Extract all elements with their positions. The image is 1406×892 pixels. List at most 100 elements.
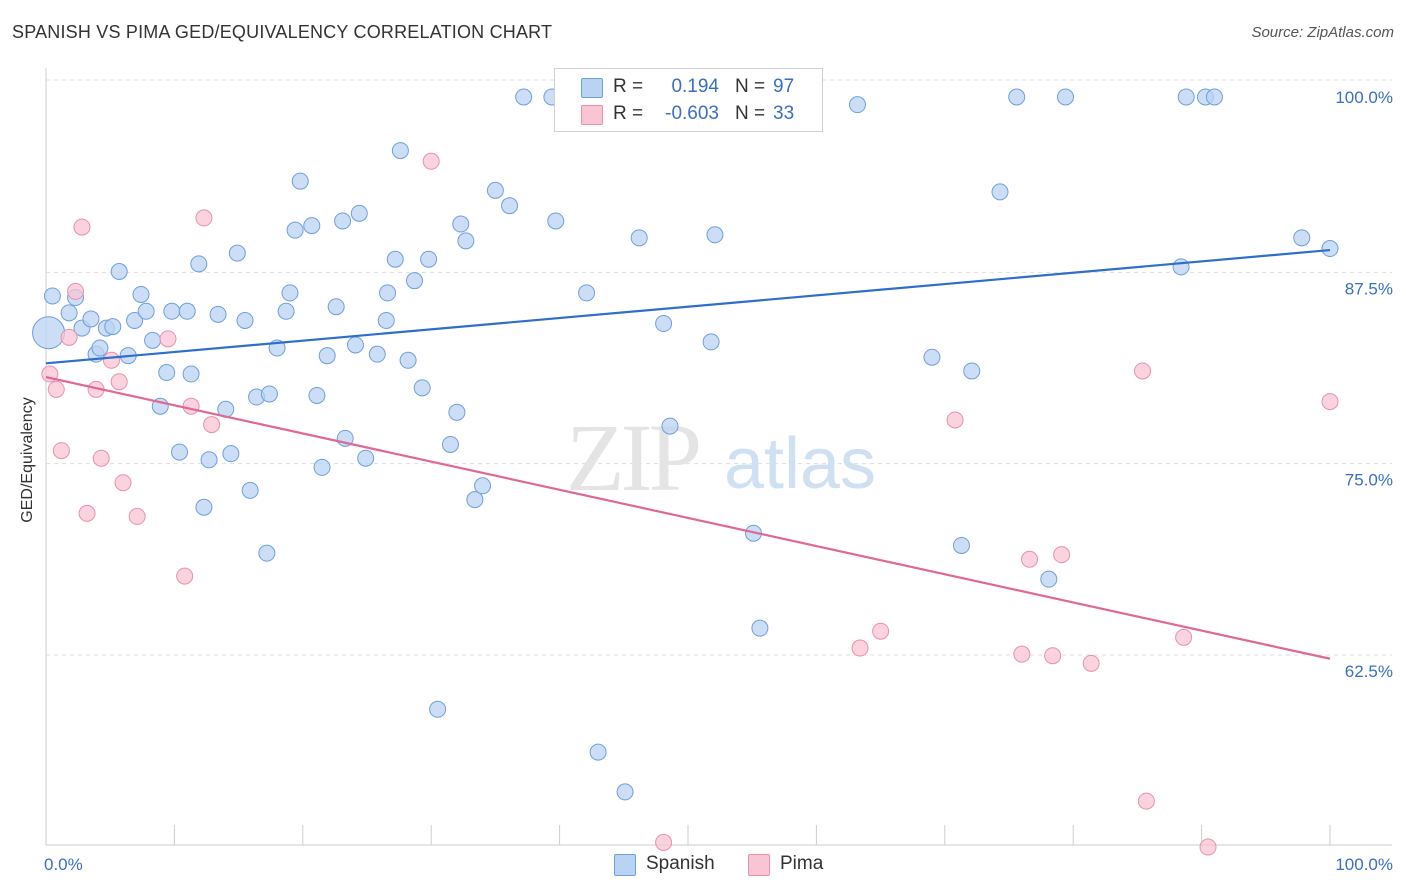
spanish-point — [515, 88, 533, 106]
spanish-point — [110, 262, 128, 280]
x-tick-label: 0.0% — [44, 855, 83, 874]
spanish-point — [291, 172, 309, 190]
point-layer — [32, 88, 1339, 856]
spanish-point — [661, 417, 679, 435]
pima-point — [1013, 645, 1031, 663]
pima-point — [78, 504, 96, 522]
pima-point — [1021, 550, 1039, 568]
spanish-point — [501, 197, 519, 215]
x-tick-label: 100.0% — [1335, 855, 1393, 874]
pima-point — [422, 152, 440, 170]
pima-point — [1175, 628, 1193, 646]
spanish-point — [163, 302, 181, 320]
pima-point — [195, 209, 213, 227]
spanish-point — [43, 287, 61, 305]
spanish-point — [377, 311, 395, 329]
spanish-point — [630, 229, 648, 247]
legend-row-pima: R = -0.603 N = 33 — [555, 101, 822, 127]
pima-point — [1137, 792, 1155, 810]
legend-n-value: 97 — [773, 76, 795, 97]
spanish-point — [82, 310, 100, 328]
spanish-point — [200, 451, 218, 469]
spanish-point — [350, 204, 368, 222]
spanish-point — [334, 212, 352, 230]
spanish-point — [318, 347, 336, 365]
spanish-point — [303, 217, 321, 235]
spanish-point — [182, 365, 200, 383]
spanish-point — [281, 284, 299, 302]
spanish-point — [368, 345, 386, 363]
pima-point — [52, 442, 70, 460]
spanish-point — [357, 449, 375, 467]
pima-point — [159, 330, 177, 348]
stats-legend: R = 0.194 N = 97 R = -0.603 N = 33 — [554, 68, 823, 132]
pima-point — [872, 622, 890, 640]
spanish-point — [452, 215, 470, 233]
pima-point — [47, 380, 65, 398]
spanish-point — [457, 232, 475, 250]
spanish-point — [441, 435, 459, 453]
watermark: ZIP atlas — [566, 404, 876, 511]
spanish-point — [1205, 88, 1223, 106]
spanish-point — [277, 302, 295, 320]
spanish-point — [260, 385, 278, 403]
spanish-point — [420, 250, 438, 268]
watermark-zip: ZIP — [566, 404, 699, 511]
spanish-point — [190, 255, 208, 273]
spanish-point — [589, 743, 607, 761]
spanish-point — [104, 318, 122, 336]
pima-point — [203, 416, 221, 434]
legend-r-label: R = — [613, 103, 644, 124]
spanish-point — [1040, 570, 1058, 588]
pima-trend-line — [45, 376, 1331, 660]
pima-point — [1053, 546, 1071, 564]
legend-label-pima: Pima — [780, 853, 824, 874]
spanish-point — [144, 331, 162, 349]
y-axis-label: GED/Equivalency — [19, 397, 36, 523]
spanish-point — [386, 250, 404, 268]
spanish-point — [286, 221, 304, 239]
pima-point — [851, 639, 869, 657]
spanish-point — [466, 491, 484, 509]
spanish-point — [379, 284, 397, 302]
pima-point — [60, 328, 78, 346]
spanish-trend-line — [45, 248, 1331, 365]
spanish-point — [751, 619, 769, 637]
spanish-point — [158, 364, 176, 382]
pima-point — [92, 449, 110, 467]
pima-swatch — [748, 854, 770, 876]
pima-point — [102, 351, 120, 369]
pima-point — [1044, 647, 1062, 665]
pima-point — [67, 282, 85, 300]
spanish-point — [486, 181, 504, 199]
legend-label-spanish: Spanish — [646, 853, 715, 874]
chart-title: SPANISH VS PIMA GED/EQUIVALENCY CORRELAT… — [12, 22, 553, 42]
y-tick-label: 62.5% — [1345, 662, 1393, 681]
y-tick-label: 100.0% — [1335, 88, 1393, 107]
spanish-point — [702, 333, 720, 351]
series-legend: Spanish Pima — [0, 852, 1406, 878]
spanish-point — [952, 536, 970, 554]
pima-point — [655, 833, 673, 851]
legend-n-value: 33 — [773, 103, 795, 124]
spanish-point — [963, 362, 981, 380]
spanish-point — [91, 339, 109, 357]
spanish-point — [616, 783, 634, 801]
spanish-point — [1056, 88, 1074, 106]
spanish-point — [1293, 229, 1311, 247]
spanish-point — [222, 445, 240, 463]
grid-layer — [46, 79, 1392, 656]
spanish-point — [391, 142, 409, 160]
spanish-swatch — [614, 854, 636, 876]
watermark-atlas: atlas — [724, 424, 876, 504]
source-label: Source: ZipAtlas.com — [1251, 24, 1394, 41]
pima-point — [946, 411, 964, 429]
spanish-point — [346, 336, 364, 354]
legend-r-label: R = — [613, 76, 644, 97]
spanish-point — [228, 244, 246, 262]
legend-r-value: 0.194 — [671, 76, 719, 97]
spanish-point — [313, 458, 331, 476]
spanish-point — [655, 315, 673, 333]
spanish-point — [327, 298, 345, 316]
